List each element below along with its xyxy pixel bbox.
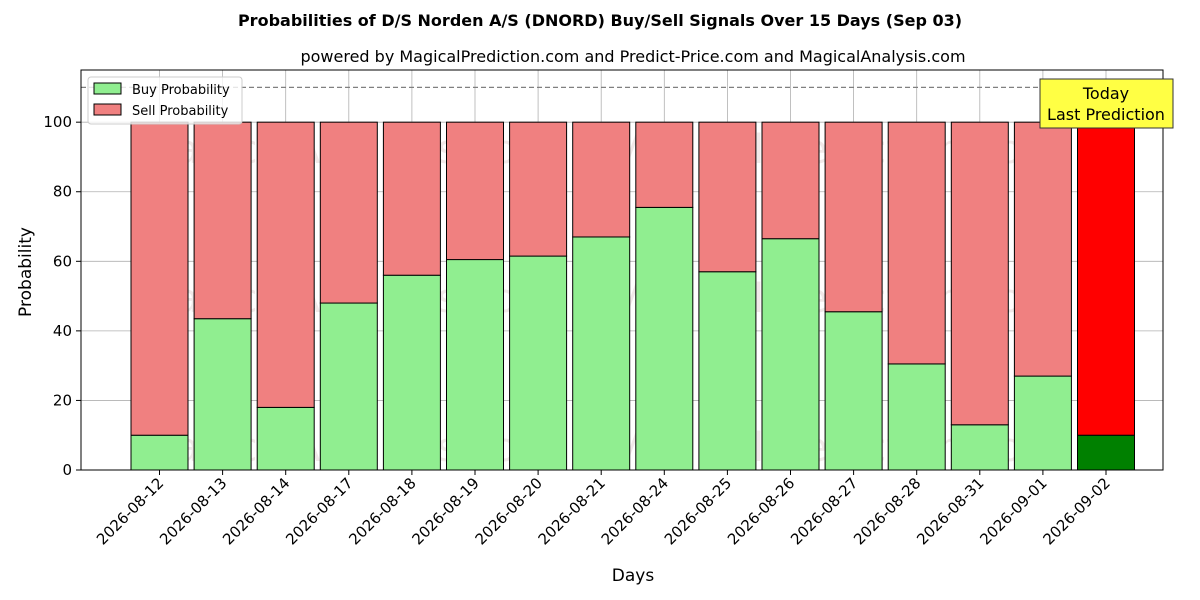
y-tick-label: 100 [43, 113, 72, 131]
bar-sell-probability [950, 121, 1009, 426]
bar-sell-probability [382, 121, 441, 276]
y-tick-label: 80 [53, 183, 72, 201]
annotation-box [1039, 78, 1174, 129]
bar-buy-probability [130, 434, 189, 471]
y-axis-label: Probability [16, 227, 36, 317]
bar-sell-probability [572, 121, 631, 238]
bar-buy-probability [761, 238, 820, 471]
annotation-line-1: Today [1082, 84, 1129, 103]
bar-sell-probability [193, 121, 252, 320]
x-tick-label: 2026-08-21 [535, 474, 609, 548]
x-tick-label: 2026-09-02 [1039, 474, 1113, 548]
legend: Buy Probability Sell Probability [87, 76, 243, 125]
bar-buy-probability [1013, 375, 1072, 471]
bar-buy-probability [635, 206, 694, 471]
y-tick-label: 60 [53, 252, 72, 270]
chart-subtitle: powered by MagicalPrediction.com and Pre… [300, 47, 965, 66]
legend-label-sell: Sell Probability [132, 104, 229, 119]
x-tick-label: 2026-08-28 [850, 474, 924, 548]
plot-area-frame [80, 69, 1164, 471]
bar-sell-probability [887, 121, 946, 365]
x-tick-label: 2026-08-14 [219, 474, 293, 548]
bar-sell-probability [319, 121, 378, 304]
x-tick-label: 2026-08-20 [472, 474, 546, 548]
bar-sell-probability [509, 121, 568, 257]
bars [130, 121, 1135, 471]
x-axis-ticks: 2026-08-122026-08-132026-08-142026-08-17… [93, 470, 1114, 548]
bar-buy-probability [256, 406, 315, 471]
today-annotation: Today Last Prediction [1039, 78, 1174, 129]
bar-buy-probability [887, 363, 946, 471]
x-tick-label: 2026-09-01 [976, 474, 1050, 548]
x-tick-label: 2026-08-27 [787, 474, 861, 548]
bar-sell-probability [698, 121, 757, 273]
bar-buy-probability [824, 311, 883, 471]
x-tick-label: 2026-08-13 [156, 474, 230, 548]
legend-swatch-buy [93, 82, 122, 95]
annotation-line-2: Last Prediction [1047, 105, 1165, 124]
x-tick-label: 2026-08-25 [661, 474, 735, 548]
bar-sell-probability [130, 121, 189, 436]
bar-buy-probability [319, 302, 378, 471]
x-axis-label: Days [612, 566, 655, 586]
x-tick-label: 2026-08-17 [282, 474, 356, 548]
bar-buy-probability [1077, 434, 1135, 471]
legend-label-buy: Buy Probability [132, 83, 230, 98]
bar-sell-probability [256, 121, 315, 408]
bar-sell-probability [635, 121, 694, 208]
bar-buy-probability [446, 259, 504, 471]
y-tick-label: 40 [53, 322, 72, 340]
legend-swatch-sell [93, 103, 122, 116]
bar-sell-probability [1077, 121, 1135, 436]
x-tick-label: 2026-08-18 [345, 474, 419, 548]
bar-buy-probability [698, 271, 757, 471]
bar-buy-probability [509, 255, 568, 471]
y-tick-label: 20 [53, 391, 72, 409]
legend-box [87, 76, 243, 125]
bar-sell-probability [1013, 121, 1072, 377]
chart-title: Probabilities of D/S Norden A/S (DNORD) … [238, 11, 962, 30]
x-tick-label: 2026-08-31 [913, 474, 987, 548]
bar-buy-probability [382, 274, 441, 471]
bar-buy-probability [572, 236, 631, 471]
y-tick-label: 0 [62, 461, 72, 479]
x-tick-label: 2026-08-12 [93, 474, 167, 548]
bar-buy-probability [193, 318, 252, 471]
y-axis-ticks: 0 20 40 60 80 100 [43, 113, 81, 479]
bar-buy-probability [950, 424, 1009, 471]
x-tick-label: 2026-08-24 [598, 474, 672, 548]
x-tick-label: 2026-08-26 [724, 474, 798, 548]
x-tick-label: 2026-08-19 [408, 474, 482, 548]
bar-sell-probability [446, 121, 504, 261]
bar-sell-probability [824, 121, 883, 313]
bar-sell-probability [761, 121, 820, 240]
